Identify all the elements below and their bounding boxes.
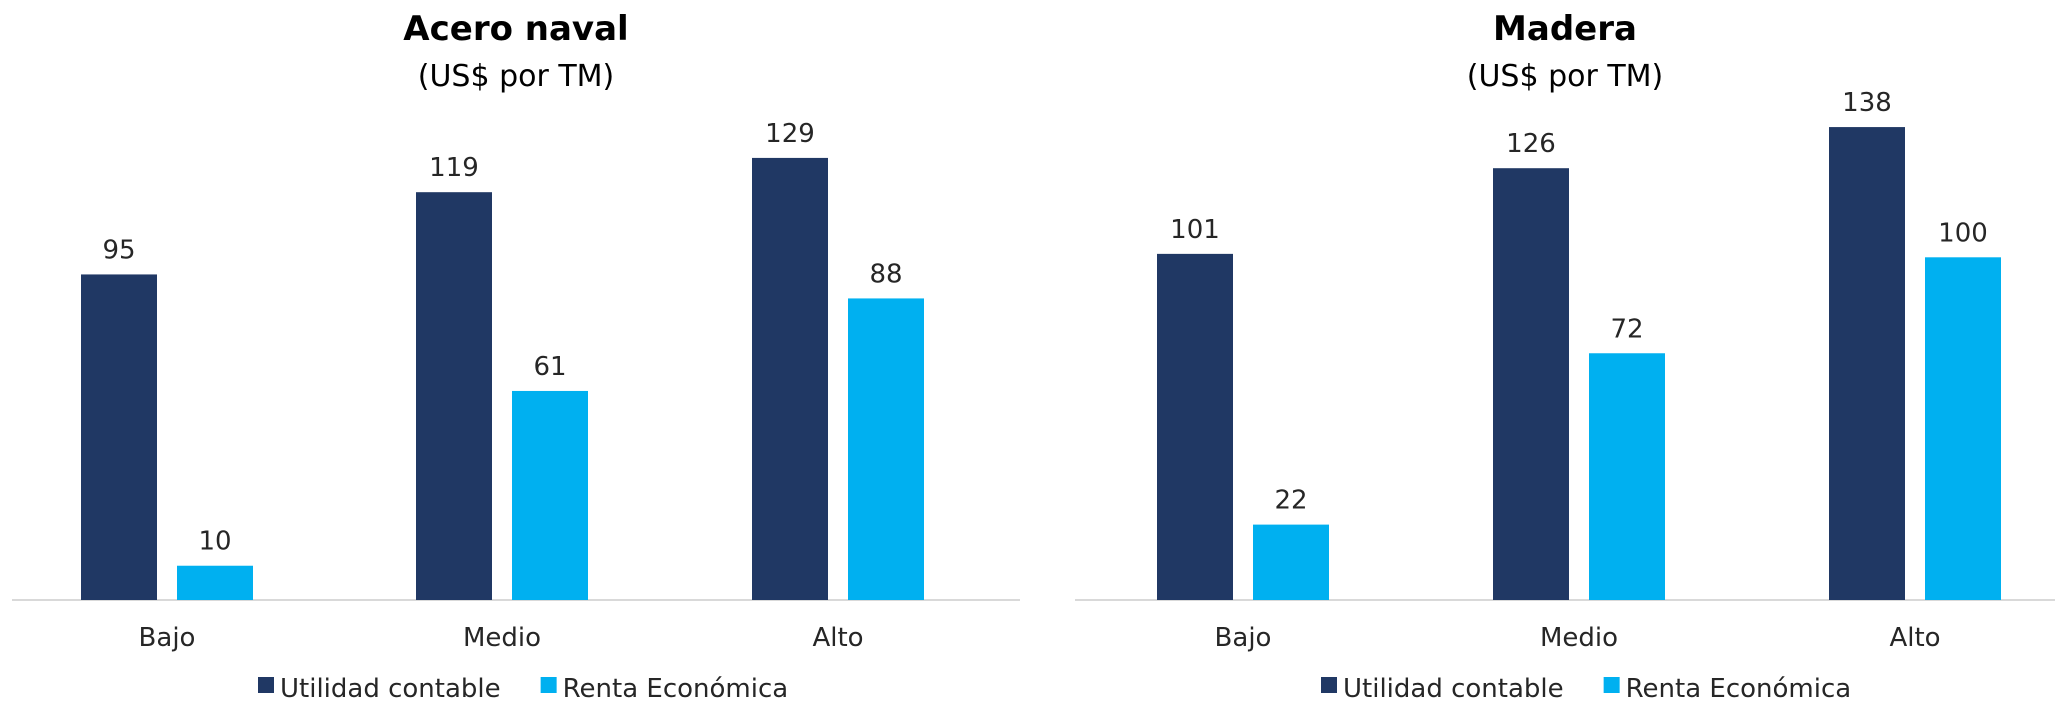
data-label: 10 bbox=[198, 527, 231, 557]
bar-utilidad-contable-medio bbox=[416, 192, 492, 600]
legend-label: Renta Económica bbox=[563, 674, 789, 704]
x-tick-label: Bajo bbox=[139, 623, 196, 653]
bar-renta-economica-alto bbox=[1925, 257, 2001, 600]
data-label: 95 bbox=[102, 235, 135, 265]
data-label: 119 bbox=[429, 153, 479, 183]
legend-label: Utilidad contable bbox=[1343, 674, 1564, 704]
data-label: 101 bbox=[1170, 215, 1220, 245]
data-label: 129 bbox=[765, 119, 815, 149]
data-label: 61 bbox=[533, 352, 566, 382]
bar-renta-economica-alto bbox=[848, 298, 924, 600]
bar-utilidad-contable-alto bbox=[1829, 127, 1905, 600]
bar-renta-economica-bajo bbox=[1253, 524, 1329, 600]
bar-renta-economica-medio bbox=[1589, 353, 1665, 600]
data-label: 138 bbox=[1842, 88, 1892, 118]
data-label: 126 bbox=[1506, 129, 1556, 159]
legend-swatch-utilidad-contable bbox=[1321, 677, 1337, 693]
legend-label: Utilidad contable bbox=[280, 674, 501, 704]
x-tick-label: Bajo bbox=[1215, 623, 1272, 653]
x-tick-label: Alto bbox=[812, 623, 863, 653]
bar-renta-economica-bajo bbox=[177, 565, 253, 600]
x-tick-label: Medio bbox=[1540, 623, 1618, 653]
legend-label: Renta Económica bbox=[1626, 674, 1852, 704]
legend-swatch-renta-economica bbox=[540, 677, 557, 693]
x-tick-label: Medio bbox=[463, 623, 541, 653]
data-label: 88 bbox=[869, 259, 902, 289]
data-label: 100 bbox=[1938, 218, 1988, 248]
legend-swatch-renta-economica bbox=[1603, 677, 1620, 693]
chart-acero-naval: Acero naval (US$ por TM) 95 10 Bajo 119 61 Medi… bbox=[12, 9, 1020, 704]
chart-title: Madera bbox=[1493, 9, 1637, 49]
chart-subtitle: (US$ por TM) bbox=[418, 59, 615, 94]
data-label: 22 bbox=[1274, 486, 1307, 516]
x-tick-label: Alto bbox=[1889, 623, 1940, 653]
bar-utilidad-contable-bajo bbox=[1157, 253, 1233, 601]
bar-renta-economica-medio bbox=[512, 390, 588, 600]
data-label: 72 bbox=[1610, 314, 1643, 344]
chart-madera: Madera (US$ por TM) 101 22 Bajo 126 72 Medio 138… bbox=[1075, 9, 2055, 704]
bar-utilidad-contable-alto bbox=[752, 157, 828, 601]
legend-swatch-utilidad-contable bbox=[258, 677, 274, 693]
chart-subtitle: (US$ por TM) bbox=[1467, 59, 1664, 94]
chart-title: Acero naval bbox=[403, 9, 628, 49]
bar-utilidad-contable-medio bbox=[1493, 168, 1569, 600]
bar-utilidad-contable-bajo bbox=[81, 274, 157, 600]
